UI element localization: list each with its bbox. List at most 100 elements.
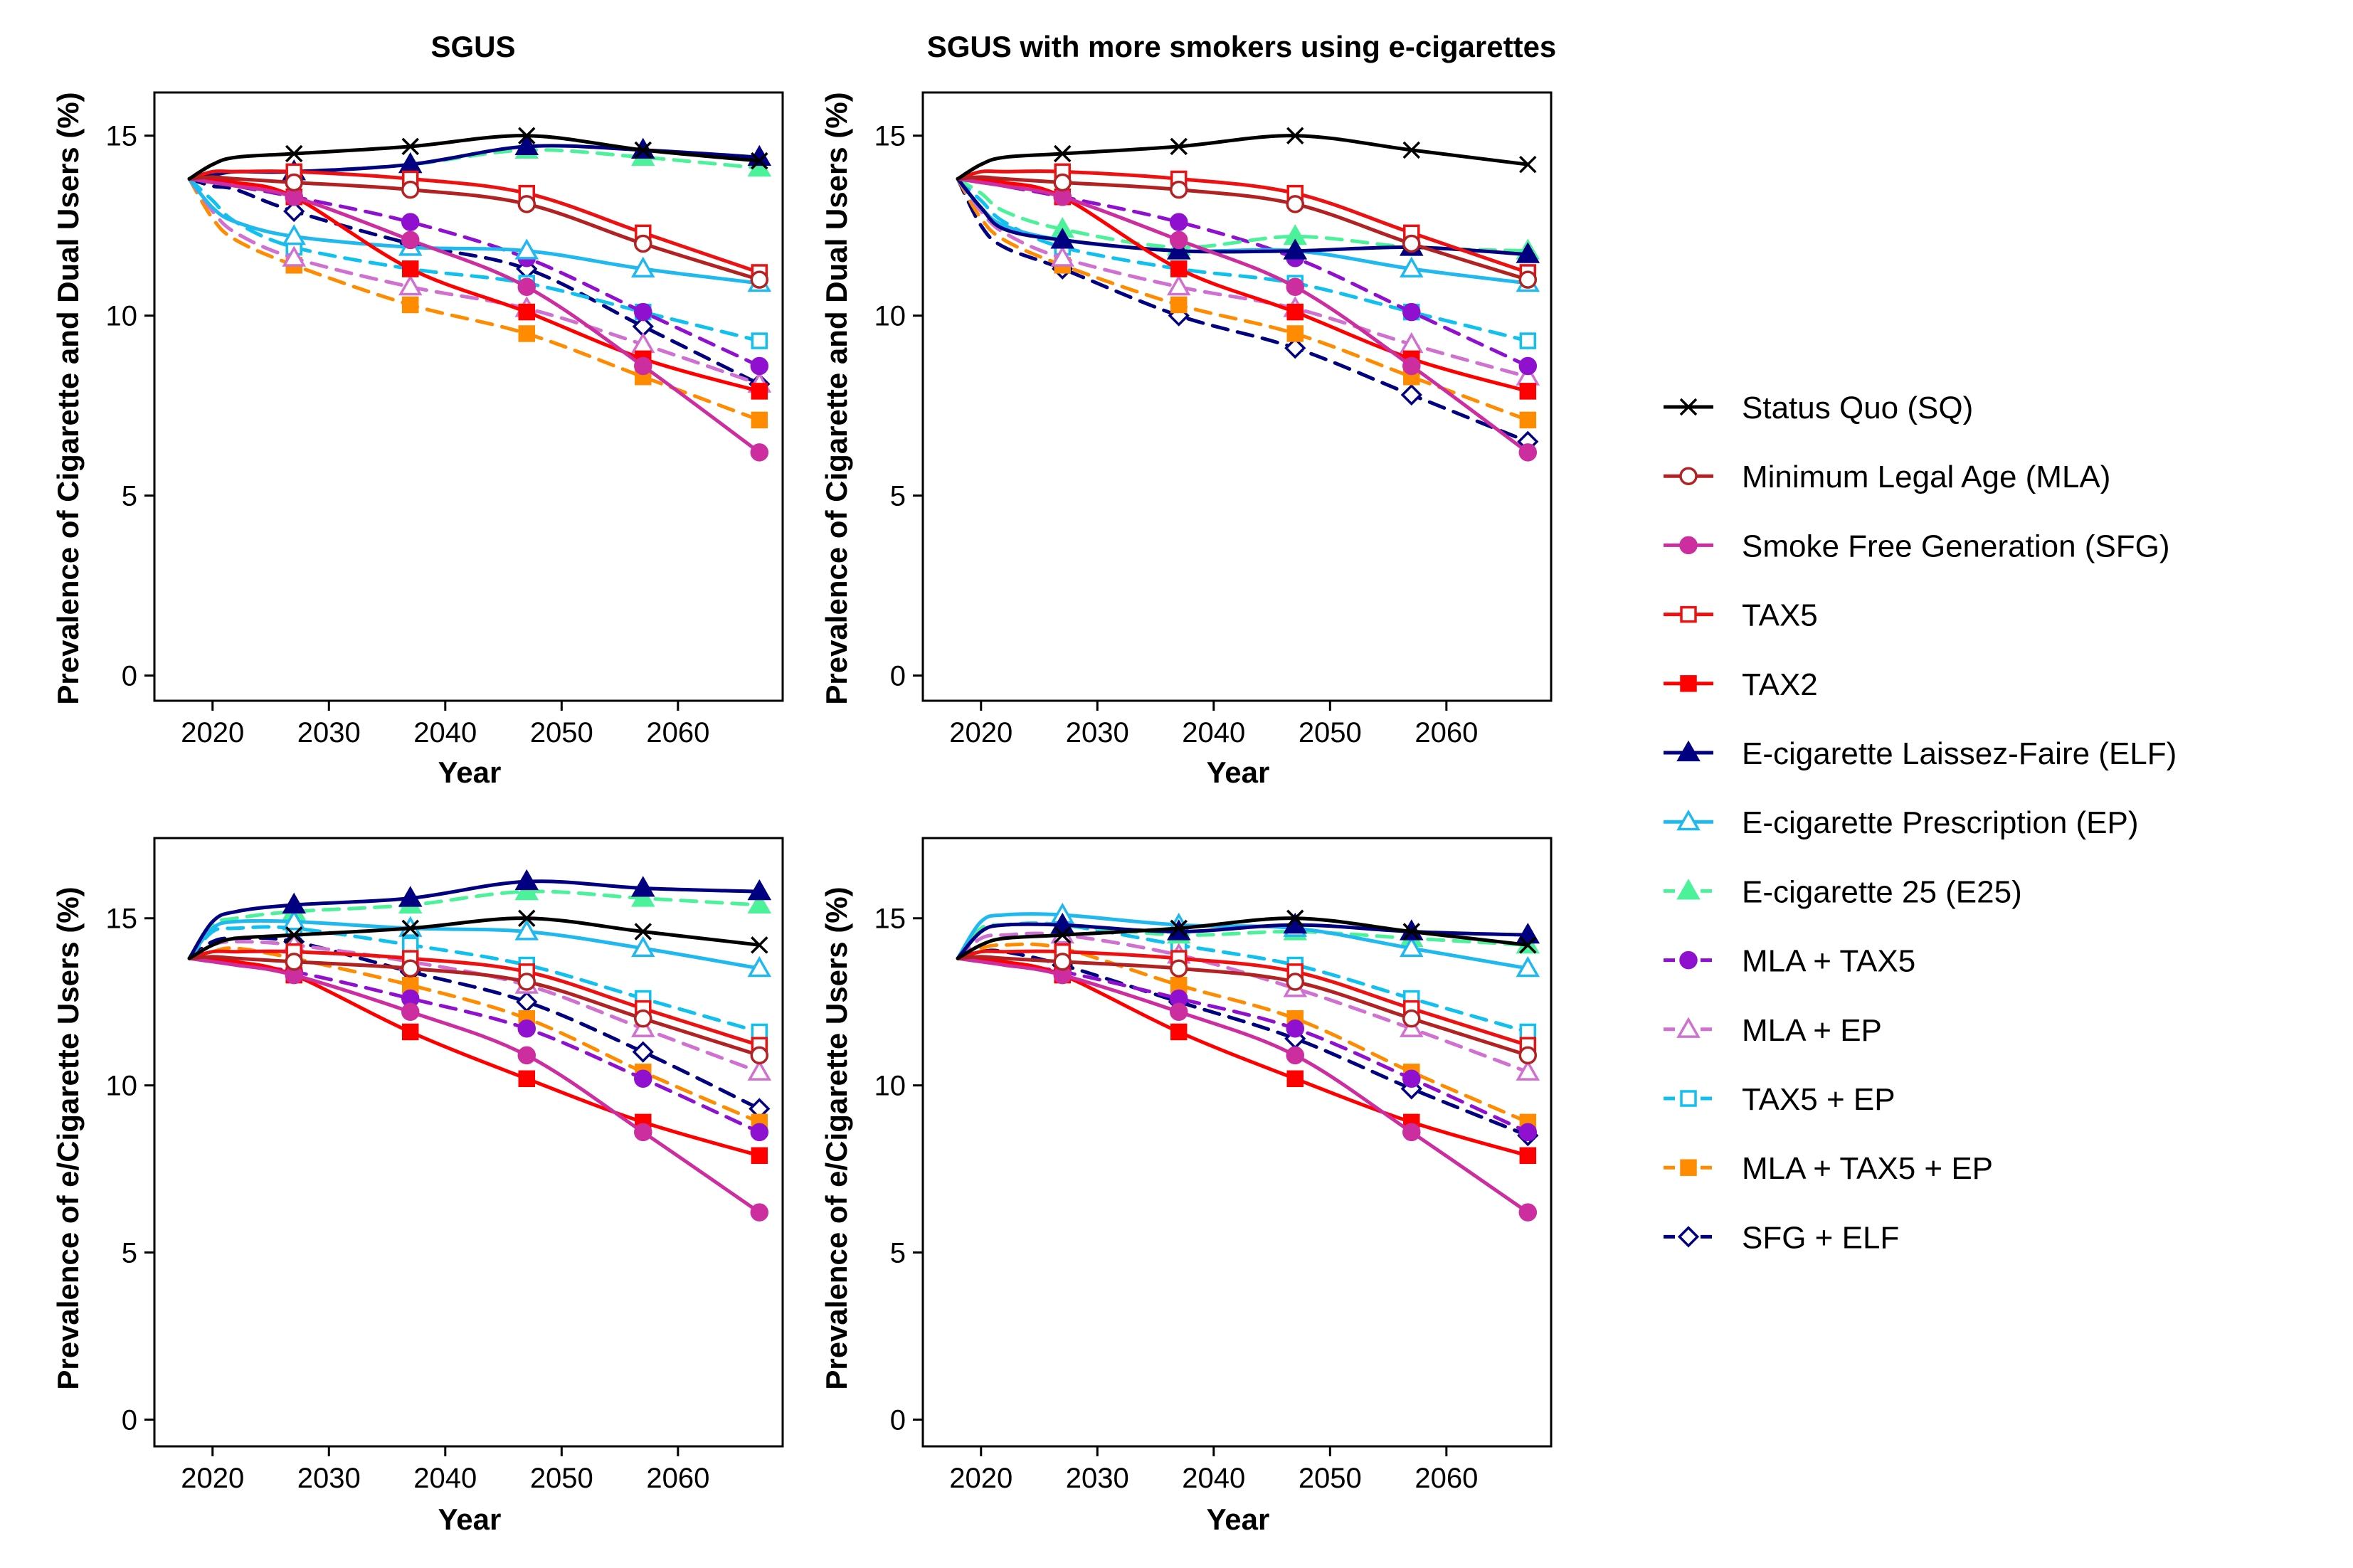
legend-label: TAX2 — [1742, 667, 1818, 702]
data-point-sfg — [1286, 277, 1305, 296]
legend-marker — [1676, 1017, 1701, 1038]
data-point-mla-tax5 — [634, 1069, 652, 1088]
data-point-mla-tax5-ep — [1170, 296, 1188, 314]
data-point-mla-tax5 — [517, 1019, 536, 1038]
x-tick-label: 2030 — [297, 1463, 361, 1494]
data-point-ep — [1516, 955, 1540, 978]
data-point-mla-tax5-ep — [751, 411, 768, 429]
y-tick-label: 0 — [122, 661, 137, 692]
data-point-mla — [285, 953, 303, 971]
data-point-sq — [518, 127, 536, 144]
data-point-mla-tax5 — [1518, 1123, 1538, 1142]
data-point-mla-tax5 — [1518, 356, 1538, 376]
data-point-mla-tax5-ep — [518, 325, 536, 342]
legend-label: MLA + TAX5 + EP — [1742, 1151, 1993, 1186]
data-point-tax2 — [751, 383, 768, 400]
data-point-sfg — [1286, 1046, 1305, 1065]
data-point-elf — [1166, 238, 1191, 260]
data-point-mla-ep — [747, 1059, 772, 1081]
data-point-mla — [517, 973, 536, 991]
data-point-mla — [401, 180, 420, 199]
data-point-sfg — [401, 1002, 420, 1022]
data-point-elf — [398, 886, 423, 907]
x-tick-label: 2050 — [530, 717, 593, 748]
data-point-elf — [514, 869, 539, 891]
legend-marker — [1677, 1226, 1700, 1248]
legend-item: E-cigarette 25 (E25) — [1664, 874, 2022, 909]
data-point-sfg — [1169, 231, 1188, 250]
legend-marker — [1680, 1159, 1697, 1176]
legend-label: MLA + EP — [1742, 1013, 1882, 1048]
data-point-sfg — [1402, 1123, 1421, 1142]
legend-item: Smoke Free Generation (SFG) — [1664, 529, 2170, 563]
data-point-mla-tax5 — [401, 213, 420, 231]
axes: 2020 2030 2040 2050 2060 0 5 10 15 — [106, 91, 784, 748]
data-point-sq — [751, 152, 768, 170]
data-point-mla — [1169, 959, 1188, 978]
legend-label: Smoke Free Generation (SFG) — [1742, 529, 2170, 563]
legend-item: Minimum Legal Age (MLA) — [1664, 460, 2110, 494]
data-point-mla-ep — [1050, 245, 1074, 267]
data-point-tax5-ep — [751, 332, 768, 349]
data-point-elf — [1516, 922, 1540, 944]
y-tick-label: 10 — [874, 301, 906, 332]
data-point-mla-tax5 — [750, 1123, 769, 1142]
data-point-sq — [1519, 155, 1537, 174]
data-point-mla-tax5 — [1169, 213, 1188, 231]
legend-marker — [1676, 809, 1701, 831]
data-point-mla-ep — [282, 245, 306, 267]
legend-item: Status Quo (SQ) — [1664, 391, 1973, 425]
y-tick-label: 15 — [874, 121, 906, 152]
data-point-sq — [1053, 926, 1072, 944]
data-point-ep — [282, 909, 306, 931]
x-tick-label: 2040 — [1182, 717, 1245, 748]
x-tick-label: 2020 — [181, 1463, 244, 1494]
plot-frame — [921, 91, 1553, 702]
y-axis-label: Prevalence of e/Cigarette Users (%) — [51, 886, 85, 1389]
legend-item: SFG + ELF — [1664, 1220, 1899, 1255]
data-point-tax2 — [1519, 383, 1537, 400]
data-point-tax5-ep — [1519, 1023, 1537, 1041]
x-tick-label: 2020 — [949, 1463, 1012, 1494]
y-axis-label: Prevalence of Cigarette and Dual Users (… — [820, 92, 853, 704]
data-point-sfg-elf — [283, 200, 305, 223]
data-point-elf — [1050, 228, 1074, 249]
data-point-mla — [750, 270, 769, 289]
y-tick-label: 5 — [122, 1238, 137, 1269]
x-tick-label: 2020 — [181, 717, 244, 748]
y-tick-label: 0 — [122, 1404, 137, 1436]
data-point-mla-tax5 — [1402, 1069, 1421, 1088]
data-point-elf — [631, 876, 655, 897]
data-point-mla — [1402, 1009, 1421, 1028]
series-group — [187, 869, 772, 1222]
data-point-sfg — [750, 443, 769, 462]
data-point-sfg-elf — [1400, 383, 1422, 406]
legend-marker — [1680, 1090, 1697, 1107]
x-tick-label: 2040 — [1182, 1463, 1245, 1494]
legend-marker — [1680, 675, 1697, 692]
data-point-e25 — [631, 886, 655, 907]
legend-label: E-cigarette Laissez-Faire (ELF) — [1742, 736, 2177, 771]
data-point-elf — [514, 134, 539, 155]
data-point-tax2 — [401, 1023, 419, 1041]
data-point-sfg-elf — [1284, 337, 1306, 359]
legend: Status Quo (SQ) Minimum Legal Age (MLA) Sm… — [1664, 391, 2177, 1255]
y-tick-label: 10 — [874, 1071, 906, 1102]
data-point-ep — [747, 955, 772, 978]
panel-title: SGUS with more smokers using e-cigarette… — [927, 30, 1557, 63]
data-point-elf — [1516, 242, 1540, 263]
data-point-tax2 — [401, 260, 419, 277]
data-point-sq — [518, 909, 536, 927]
data-point-e25 — [747, 892, 772, 914]
legend-item: E-cigarette Prescription (EP) — [1664, 805, 2139, 840]
data-point-sq — [1170, 919, 1188, 938]
data-point-sq — [1402, 141, 1421, 159]
data-point-tax2 — [1519, 1147, 1537, 1165]
data-point-sfg — [517, 277, 536, 296]
y-tick-label: 0 — [890, 1404, 906, 1436]
legend-marker — [1676, 879, 1701, 900]
x-axis-label: Year — [438, 756, 502, 789]
legend-marker — [1676, 740, 1701, 762]
data-point-sq — [1053, 144, 1072, 163]
panel-bottom-right: Prevalence of e/Cigarette Users (%) Year… — [820, 837, 1553, 1536]
